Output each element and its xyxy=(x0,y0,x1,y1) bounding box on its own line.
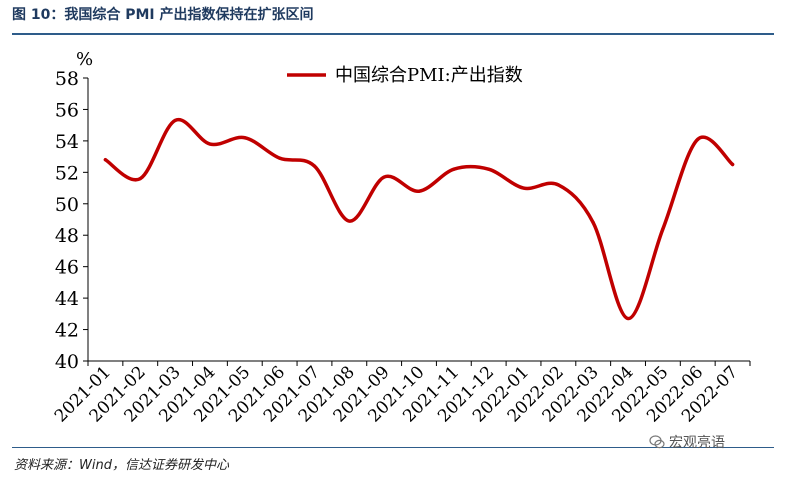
data-point xyxy=(417,189,421,193)
y-tick-label: 56 xyxy=(55,99,79,121)
data-point xyxy=(591,221,595,225)
series-layer xyxy=(103,117,735,321)
data-point xyxy=(521,186,526,190)
data-point xyxy=(696,137,700,141)
source-note: 资料来源：Wind，信达证券研发中心 xyxy=(14,458,229,473)
top-rule xyxy=(12,33,774,35)
data-point xyxy=(626,316,630,321)
bottom-rule xyxy=(12,447,774,448)
y-axis: 40 42 44 46 48 50 52 54 56 58 % xyxy=(55,49,93,373)
data-point xyxy=(556,183,560,187)
wechat-icon xyxy=(649,435,665,449)
data-point xyxy=(347,219,351,223)
watermark-text: 宏观亮语 xyxy=(669,435,725,451)
data-point xyxy=(487,167,491,171)
data-point xyxy=(173,118,177,123)
line-chart: 40 42 44 46 48 50 52 54 56 58 % 2021-012021-02202… xyxy=(51,49,751,426)
legend-label: 中国综合PMI:产出指数 xyxy=(335,65,523,86)
x-axis: 2021-012021-022021-032021-042021-052021-… xyxy=(51,360,751,426)
data-point xyxy=(661,227,665,231)
y-tick-label: 40 xyxy=(55,351,79,373)
y-tick-label: 54 xyxy=(55,131,79,153)
y-tick-label: 46 xyxy=(55,257,79,279)
figure-title: 图 10：我国综合 PMI 产出指数保持在扩张区间 xyxy=(12,7,314,23)
y-tick-label: 52 xyxy=(55,162,79,184)
y-tick-label: 44 xyxy=(55,288,79,310)
y-tick-label: 50 xyxy=(55,194,79,216)
data-point xyxy=(278,156,282,160)
data-point xyxy=(382,175,386,179)
data-point xyxy=(208,142,212,146)
legend: 中国综合PMI:产出指数 xyxy=(287,65,523,86)
y-tick-label: 58 xyxy=(55,68,79,90)
data-point xyxy=(138,177,142,181)
data-point xyxy=(243,136,247,140)
y-tick-label: 42 xyxy=(55,320,79,342)
y-tick-label: 48 xyxy=(55,225,79,247)
y-axis-unit: % xyxy=(76,49,93,70)
data-point xyxy=(730,162,735,167)
series-line xyxy=(103,117,735,321)
data-point xyxy=(312,164,317,168)
data-point xyxy=(103,158,108,162)
watermark: 宏观亮语 xyxy=(649,432,725,452)
data-point xyxy=(452,167,456,171)
